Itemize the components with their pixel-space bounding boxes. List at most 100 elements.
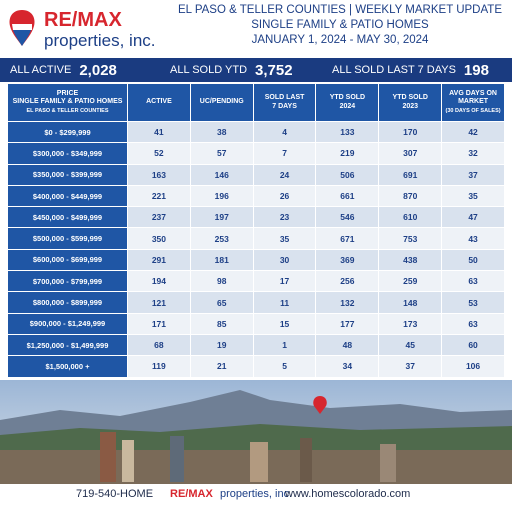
column-header-line: PRICE (56, 89, 79, 97)
header-line: EL PASO & TELLER COUNTIES | WEEKLY MARKE… (177, 4, 502, 16)
table-cell: 23 (253, 207, 317, 229)
price-range: $900,000 - $1,249,999 (8, 313, 128, 335)
header-line: SINGLE FAMILY & PATIO HOMES (251, 19, 429, 31)
balloon-stripe (12, 24, 32, 30)
table-cell: 41 (128, 122, 191, 144)
table-cell: 37 (379, 356, 443, 378)
column-header: UC/PENDING (190, 84, 254, 122)
table-row: $0 - $299,999 41 38 4 133 170 42 (8, 122, 505, 144)
column-header: YTD SOLD 2023 (379, 84, 443, 122)
table-cell: 53 (442, 292, 505, 314)
table-cell: 63 (442, 313, 505, 335)
header-row: PRICE SINGLE FAMILY & PATIO HOMES EL PASO … (8, 84, 505, 122)
table-cell: 661 (316, 185, 380, 208)
column-header: PRICE SINGLE FAMILY & PATIO HOMES EL PASO … (8, 84, 128, 122)
table-cell: 48 (316, 334, 380, 357)
column-header-line: EL PASO & TELLER COUNTIES (26, 107, 109, 114)
table-cell: 691 (379, 164, 443, 186)
stats-bar: ALL ACTIVE 2,028 ALL SOLD YTD 3,752 ALL SO… (0, 58, 512, 82)
table-cell: 32 (442, 143, 505, 165)
market-table: PRICE SINGLE FAMILY & PATIO HOMES EL PASO … (8, 84, 505, 378)
table-cell: 546 (316, 207, 380, 229)
logo: RE/MAX properties, inc. (9, 9, 154, 50)
table-cell: 38 (190, 122, 254, 144)
table-cell: 259 (379, 271, 443, 293)
table-cell: 85 (190, 313, 254, 335)
building (122, 440, 134, 482)
table-cell: 219 (316, 143, 380, 165)
table-cell: 350 (128, 228, 191, 250)
city-photo (0, 380, 512, 484)
table-cell: 15 (253, 313, 317, 335)
column-header: YTD SOLD 2024 (316, 84, 380, 122)
table-cell: 37 (442, 164, 505, 186)
table-cell: 52 (128, 143, 191, 165)
table-cell: 163 (128, 164, 191, 186)
table-cell: 34 (316, 356, 380, 378)
stat: ALL SOLD YTD 3,752 (170, 58, 293, 82)
price-range: $1,250,000 - $1,499,999 (8, 334, 128, 357)
price-range: $450,000 - $499,999 (8, 207, 128, 229)
table-cell: 171 (128, 313, 191, 335)
column-header-line: YTD SOLD (329, 94, 366, 101)
stat-label: ALL SOLD LAST 7 DAYS (332, 64, 456, 76)
table-cell: 671 (316, 228, 380, 250)
table-cell: 24 (253, 164, 317, 186)
table-cell: 177 (316, 313, 380, 335)
table-cell: 45 (379, 334, 443, 357)
table-row: $500,000 - $599,999 350 253 35 671 753 43 (8, 228, 505, 250)
footer-phone: 719-540-HOME (76, 488, 154, 500)
building (300, 438, 312, 482)
table-cell: 146 (190, 164, 254, 186)
price-range: $600,000 - $699,999 (8, 249, 128, 272)
table-cell: 369 (316, 249, 380, 272)
column-header-line: MARKET (458, 98, 489, 106)
stat-value: 3,752 (255, 61, 293, 79)
column-header: ACTIVE (128, 84, 191, 122)
table-cell: 173 (379, 313, 443, 335)
table-cell: 133 (316, 122, 380, 144)
column-header-line: 2023 (402, 102, 419, 110)
price-range: $1,500,000 + (8, 356, 128, 378)
table-cell: 47 (442, 207, 505, 229)
table-row: $450,000 - $499,999 237 197 23 546 610 47 (8, 207, 505, 229)
table-cell: 196 (190, 185, 254, 208)
table-cell: 307 (379, 143, 443, 165)
table-cell: 5 (253, 356, 317, 378)
logo-brand: RE/MAX (44, 9, 122, 31)
stat-value: 198 (463, 61, 489, 79)
column-header-line: SOLD LAST (264, 94, 305, 101)
table-row: $1,500,000 +119 21 5 34 37 106 (8, 356, 505, 378)
column-header: AVG DAYS ON MARKET (30 DAYS OF SALES) (442, 84, 505, 122)
stat-value: 2,028 (79, 61, 117, 79)
footer-sub: properties, inc. (220, 488, 293, 500)
table-cell: 237 (128, 207, 191, 229)
table-cell: 57 (190, 143, 254, 165)
price-range: $400,000 - $449,999 (8, 185, 128, 208)
building (250, 442, 268, 482)
table-cell: 17 (253, 271, 317, 293)
price-range: $0 - $299,999 (8, 122, 128, 144)
table-cell: 21 (190, 356, 254, 378)
table-cell: 438 (379, 249, 443, 272)
table-cell: 30 (253, 249, 317, 272)
table-cell: 291 (128, 249, 191, 272)
price-range: $700,000 - $799,999 (8, 271, 128, 293)
table-cell: 148 (379, 292, 443, 314)
table-cell: 119 (128, 356, 191, 378)
price-range: $800,000 - $899,999 (8, 292, 128, 314)
table-cell: 181 (190, 249, 254, 272)
building (170, 436, 184, 482)
table-row: $600,000 - $699,999 291 181 30 369 438 50 (8, 249, 505, 272)
table-cell: 506 (316, 164, 380, 186)
table-cell: 26 (253, 185, 317, 208)
price-range: $300,000 - $349,999 (8, 143, 128, 165)
column-header-line: (30 DAYS OF SALES) (445, 107, 501, 114)
table-row: $350,000 - $399,999 163 146 24 506 691 37 (8, 164, 505, 186)
price-range: $350,000 - $399,999 (8, 164, 128, 186)
table-cell: 43 (442, 228, 505, 250)
table-row: $300,000 - $349,999 52 57 7 219 307 32 (8, 143, 505, 165)
table-cell: 11 (253, 292, 317, 314)
table-cell: 7 (253, 143, 317, 165)
table-cell: 194 (128, 271, 191, 293)
